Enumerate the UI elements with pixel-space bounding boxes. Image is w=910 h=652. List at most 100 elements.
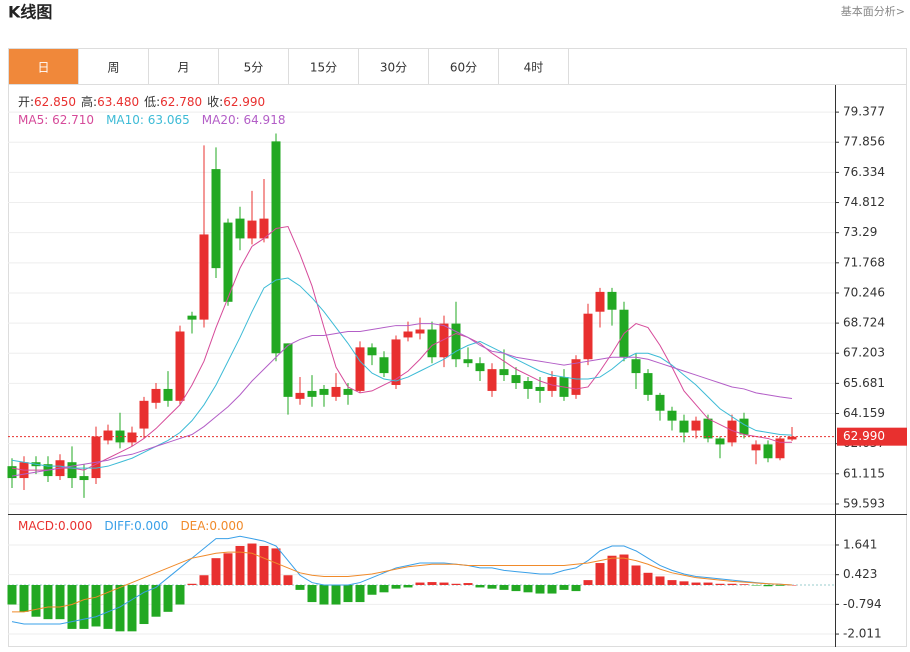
stat-name: 低: bbox=[144, 95, 160, 109]
tab[interactable] bbox=[499, 49, 568, 84]
macd-bar bbox=[379, 585, 389, 593]
candle-body bbox=[451, 323, 461, 360]
macd-bar bbox=[619, 554, 629, 585]
macd-legend-name: DEA: bbox=[180, 519, 209, 533]
tab-label[interactable]: 月 bbox=[177, 61, 189, 75]
y-tick-label: 0.423 bbox=[843, 567, 877, 581]
tab-label[interactable]: 日 bbox=[37, 61, 49, 75]
tab-label[interactable]: 5分 bbox=[244, 61, 264, 75]
last-price-box bbox=[837, 427, 907, 446]
macd-bar bbox=[583, 580, 593, 585]
tab[interactable] bbox=[219, 49, 288, 84]
tab[interactable] bbox=[79, 49, 148, 84]
y-tick-label: 1.641 bbox=[843, 537, 877, 551]
ma-value: 63.065 bbox=[148, 113, 190, 127]
stat-name: 收: bbox=[207, 95, 223, 109]
macd-bar bbox=[151, 585, 161, 617]
macd-bar bbox=[595, 563, 605, 585]
macd-bar bbox=[235, 545, 245, 585]
stat-name: 开: bbox=[18, 95, 34, 109]
candle-body bbox=[463, 359, 473, 364]
macd-bar bbox=[211, 558, 221, 585]
macd-bar bbox=[427, 582, 437, 585]
macd-legend-value: 0.000 bbox=[134, 519, 168, 533]
candle-body bbox=[499, 369, 509, 376]
macd-bar bbox=[703, 582, 713, 585]
ma-name: MA20: bbox=[202, 113, 244, 127]
analysis-link[interactable]: 基本面分析> bbox=[841, 4, 905, 18]
candle-body bbox=[631, 359, 641, 374]
macd-legend-value: 0.000 bbox=[58, 519, 92, 533]
macd-bar bbox=[763, 585, 773, 587]
macd-bar bbox=[643, 572, 653, 585]
candle-body bbox=[103, 430, 113, 441]
y-tick-label: 73.29 bbox=[843, 225, 877, 239]
candle-body bbox=[199, 234, 209, 320]
macd-bar bbox=[175, 585, 185, 605]
candle-body bbox=[379, 357, 389, 374]
macd-bar bbox=[535, 585, 545, 594]
candle-body bbox=[163, 388, 173, 401]
ma-value: 62.710 bbox=[52, 113, 94, 127]
tab[interactable] bbox=[149, 49, 218, 84]
candle-body bbox=[283, 343, 293, 397]
macd-bar bbox=[31, 585, 41, 617]
macd-bar bbox=[271, 548, 281, 585]
candle-body bbox=[427, 329, 437, 358]
tab-label[interactable]: 4时 bbox=[524, 61, 544, 75]
ma-name: MA10: bbox=[106, 113, 148, 127]
candle-body bbox=[367, 347, 377, 356]
candle-body bbox=[235, 218, 245, 239]
candle-body bbox=[787, 436, 797, 440]
macd-bar bbox=[67, 585, 77, 629]
candle-body bbox=[595, 291, 605, 312]
y-tick-label: 70.246 bbox=[843, 285, 885, 299]
macd-bar bbox=[463, 583, 473, 585]
macd-bar bbox=[247, 543, 257, 585]
macd-bar bbox=[403, 585, 413, 588]
candle-body bbox=[271, 141, 281, 354]
candle-body bbox=[547, 377, 557, 391]
last-price-label: 62.990 bbox=[843, 429, 885, 443]
macd-bar bbox=[739, 584, 749, 585]
candle-body bbox=[535, 386, 545, 391]
macd-bar bbox=[319, 585, 329, 605]
tab-label[interactable]: 15分 bbox=[310, 61, 337, 75]
tab-label[interactable]: 60分 bbox=[450, 61, 477, 75]
tab-label[interactable]: 30分 bbox=[380, 61, 407, 75]
macd-bar bbox=[391, 585, 401, 589]
candle-body bbox=[679, 420, 689, 433]
page-title: K线图 bbox=[8, 3, 52, 22]
tab[interactable] bbox=[429, 49, 498, 84]
candle-body bbox=[643, 373, 653, 395]
tab[interactable] bbox=[289, 49, 358, 84]
macd-bar bbox=[751, 585, 761, 586]
macd-legend-name: DIFF: bbox=[104, 519, 134, 533]
macd-bar bbox=[511, 585, 521, 592]
macd-bar bbox=[679, 581, 689, 585]
tab[interactable] bbox=[9, 49, 78, 84]
macd-bar bbox=[691, 582, 701, 585]
macd-bar bbox=[307, 585, 317, 603]
candle-body bbox=[415, 329, 425, 334]
y-tick-label: 79.377 bbox=[843, 105, 885, 119]
candle-body bbox=[79, 476, 89, 481]
candle-body bbox=[67, 462, 77, 479]
macd-bar bbox=[655, 576, 665, 585]
macd-bar bbox=[415, 582, 425, 585]
macd-bar bbox=[259, 545, 269, 585]
macd-bar bbox=[343, 585, 353, 603]
macd-bar bbox=[547, 585, 557, 594]
y-tick-label: 77.856 bbox=[843, 135, 885, 149]
candle-body bbox=[607, 291, 617, 310]
macd-legend: MACD:0.000 DIFF:0.000 DEA:0.000 bbox=[18, 519, 244, 533]
tab-label[interactable]: 周 bbox=[107, 61, 119, 75]
tab[interactable] bbox=[359, 49, 428, 84]
candle-body bbox=[751, 444, 761, 451]
y-tick-label: 59.593 bbox=[843, 496, 885, 510]
candle-body bbox=[211, 169, 221, 269]
macd-bar bbox=[559, 585, 569, 590]
macd-bar bbox=[115, 585, 125, 632]
y-tick-label: 74.812 bbox=[843, 195, 885, 209]
